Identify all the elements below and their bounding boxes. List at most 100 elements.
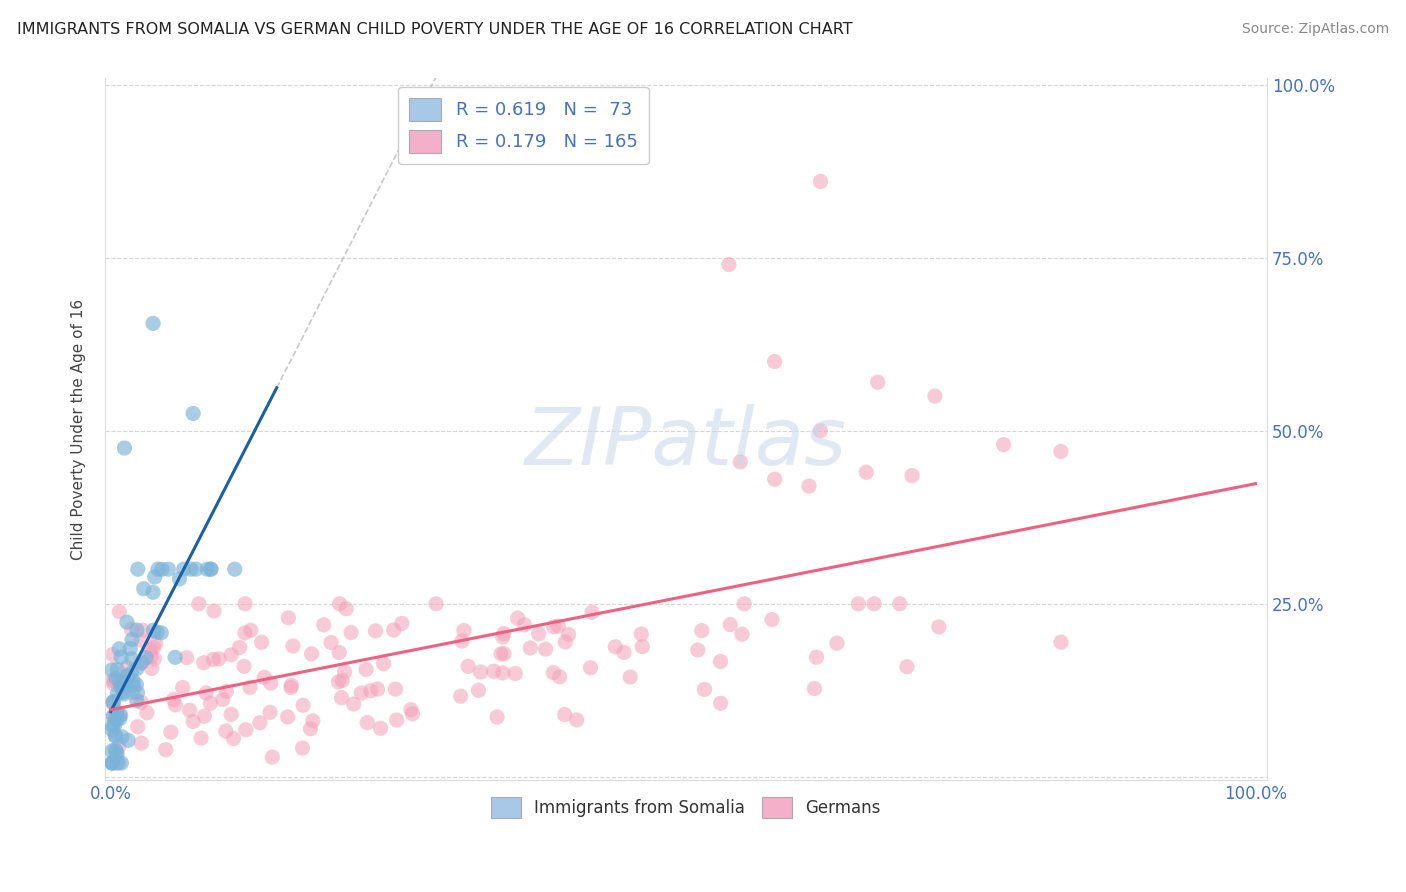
Point <box>125 623 148 637</box>
Point <box>224 562 246 576</box>
Point <box>219 648 242 662</box>
Point <box>733 597 755 611</box>
Text: IMMIGRANTS FROM SOMALIA VS GERMAN CHILD POVERTY UNDER THE AGE OF 16 CORRELATION : IMMIGRANTS FROM SOMALIA VS GERMAN CHILD … <box>17 22 852 37</box>
Point <box>165 650 187 665</box>
Point <box>709 655 731 669</box>
Point <box>150 562 173 576</box>
Point <box>103 677 125 691</box>
Point <box>108 712 131 726</box>
Point <box>142 317 165 331</box>
Point <box>292 698 315 713</box>
Point <box>131 655 153 669</box>
Point <box>105 713 128 727</box>
Point <box>202 652 225 666</box>
Point <box>125 661 148 675</box>
Point <box>141 661 163 675</box>
Point <box>554 707 576 722</box>
Point <box>731 627 754 641</box>
Point <box>613 645 636 659</box>
Point <box>159 725 181 739</box>
Point <box>453 624 475 638</box>
Point <box>301 647 323 661</box>
Point <box>690 624 713 638</box>
Point <box>121 685 143 699</box>
Point <box>208 652 231 666</box>
Point <box>101 756 124 770</box>
Point <box>200 562 222 576</box>
Point <box>277 611 299 625</box>
Point <box>104 712 127 726</box>
Point <box>127 720 149 734</box>
Point <box>382 623 405 637</box>
Point <box>146 625 169 640</box>
Point <box>565 713 588 727</box>
Point <box>125 678 148 692</box>
Point <box>101 710 124 724</box>
Point <box>503 666 526 681</box>
Point <box>825 636 848 650</box>
Point <box>330 673 353 688</box>
Point <box>172 681 194 695</box>
Point <box>554 635 576 649</box>
Point <box>924 389 946 403</box>
Point <box>863 597 886 611</box>
Point <box>101 756 124 770</box>
Point <box>114 678 136 692</box>
Point <box>200 562 222 576</box>
Point <box>142 640 165 655</box>
Point <box>527 627 550 641</box>
Point <box>513 618 536 632</box>
Point <box>155 742 177 756</box>
Point <box>101 673 124 688</box>
Point <box>470 665 492 679</box>
Point <box>103 673 125 688</box>
Point <box>330 690 353 705</box>
Point <box>547 619 569 633</box>
Point <box>169 572 191 586</box>
Point <box>630 627 652 641</box>
Point <box>730 455 752 469</box>
Point <box>101 719 124 733</box>
Point <box>810 174 832 188</box>
Point <box>107 740 129 755</box>
Point <box>277 710 299 724</box>
Point <box>450 689 472 703</box>
Point <box>110 680 132 694</box>
Point <box>233 626 256 640</box>
Point <box>165 698 187 712</box>
Point <box>548 670 571 684</box>
Point <box>180 562 202 576</box>
Point <box>181 406 204 420</box>
Point <box>122 679 145 693</box>
Point <box>110 756 132 770</box>
Point <box>457 659 479 673</box>
Point <box>333 665 356 679</box>
Point <box>115 615 138 629</box>
Point <box>101 695 124 709</box>
Point <box>215 724 238 739</box>
Point <box>101 648 124 662</box>
Point <box>145 636 167 650</box>
Point <box>373 657 395 671</box>
Point <box>101 756 124 770</box>
Point <box>803 681 825 696</box>
Point <box>581 605 603 619</box>
Point <box>127 562 149 576</box>
Point <box>101 663 124 677</box>
Point <box>291 741 314 756</box>
Point <box>260 676 283 690</box>
Point <box>1050 635 1073 649</box>
Point <box>129 633 152 648</box>
Point <box>120 666 142 681</box>
Point <box>219 707 242 722</box>
Point <box>108 605 131 619</box>
Point <box>328 674 350 689</box>
Point <box>710 696 733 710</box>
Point <box>543 665 565 680</box>
Point <box>492 647 515 661</box>
Point <box>112 674 135 689</box>
Point <box>901 468 924 483</box>
Point <box>631 640 654 654</box>
Point <box>250 635 273 649</box>
Point <box>889 597 911 611</box>
